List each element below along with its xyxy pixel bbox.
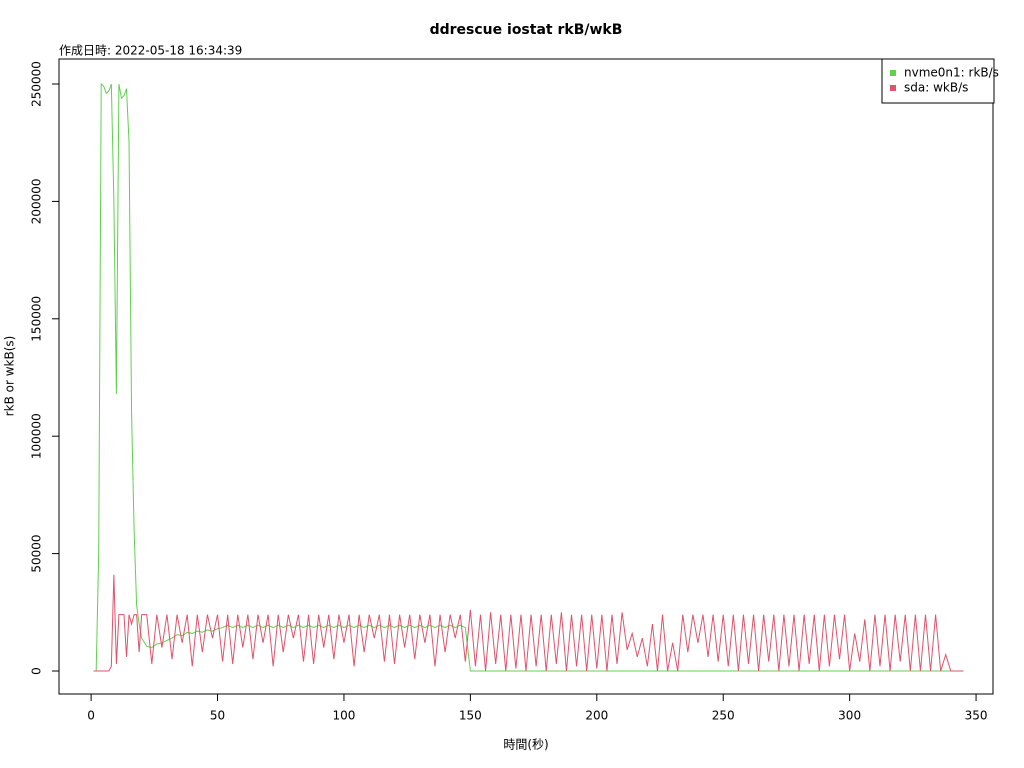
- legend-label: nvme0n1: rkB/s: [904, 66, 999, 80]
- y-axis-label: rkB or wkB(s): [3, 336, 17, 417]
- y-tick-label: 50000: [30, 534, 44, 572]
- legend-box: [881, 58, 995, 104]
- legend-swatch: [890, 85, 896, 91]
- y-tick-label: 150000: [30, 296, 44, 342]
- x-tick-label: 200: [585, 709, 608, 723]
- y-tick-label: 200000: [30, 178, 44, 224]
- x-tick-label: 150: [459, 709, 482, 723]
- y-tick-label: 100000: [30, 413, 44, 459]
- x-tick-label: 100: [333, 709, 356, 723]
- y-tick-label: 250000: [30, 61, 44, 107]
- y-tick-label: 0: [30, 667, 44, 675]
- series-line: [93, 574, 964, 672]
- x-tick-label: 300: [838, 709, 861, 723]
- chart-subtitle: 作成日時: 2022-05-18 16:34:39: [59, 44, 242, 58]
- x-tick-label: 50: [210, 709, 225, 723]
- chart-title: ddrescue iostat rkB/wkB: [430, 22, 623, 38]
- x-tick-label: 0: [87, 709, 95, 723]
- x-axis-label: 時間(秒): [503, 738, 548, 752]
- x-tick-label: 350: [965, 709, 988, 723]
- legend-swatch: [890, 70, 896, 76]
- x-tick-label: 250: [712, 709, 735, 723]
- legend-label: sda: wkB/s: [904, 81, 968, 95]
